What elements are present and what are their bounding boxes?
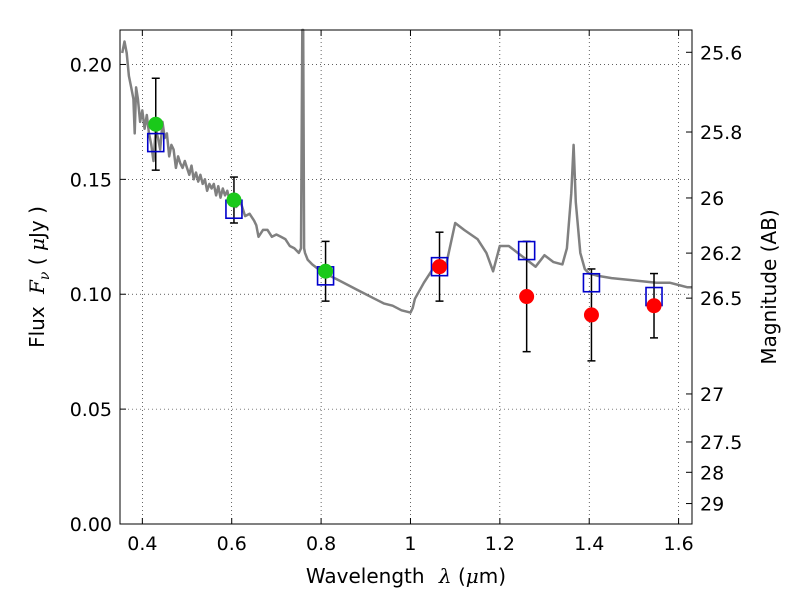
y2-tick-label: 29	[700, 494, 724, 516]
error-bars	[151, 77, 659, 362]
model-spectrum	[120, 28, 692, 314]
y2-tick-label: 27.5	[700, 432, 742, 454]
x-tick-label: 1.6	[663, 533, 693, 555]
data-markers	[146, 116, 663, 323]
y-tick-label: 0.05	[70, 399, 112, 421]
y-tick-label: 0.10	[70, 284, 112, 306]
y2-tick-label: 25.8	[700, 122, 742, 144]
y2-tick-label: 26.5	[700, 288, 742, 310]
plot-frame	[119, 29, 693, 525]
y-axis-label: Flux Fν ( μJy )	[25, 206, 53, 348]
photometry-point	[519, 289, 535, 305]
x-tick-label: 0.6	[217, 533, 247, 555]
photometry-point	[646, 298, 662, 314]
photometry-point	[226, 192, 242, 208]
x-tick-label: 1	[404, 533, 416, 555]
photometry-point	[432, 259, 448, 275]
model-spectrum-line	[120, 28, 692, 314]
x-tick-label: 1.4	[574, 533, 604, 555]
photometry-point	[318, 263, 334, 279]
y2-tick-label: 28	[700, 462, 724, 484]
y-tick-label: 0.20	[70, 54, 112, 76]
axis-ticks: 0.4 0.6 0.8 1 1.2 1.4 1.6 0.00 0.05 0.10 0.15 0.20 2…	[70, 30, 742, 555]
photometry-point	[148, 116, 164, 132]
x-tick-label: 0.8	[306, 533, 336, 555]
y2-tick-label: 26	[700, 188, 724, 210]
y-tick-label: 0.00	[70, 514, 112, 536]
model-flux-square	[430, 256, 449, 277]
photometry-point	[583, 307, 599, 323]
y2-axis-label: Magnitude (AB)	[757, 209, 781, 364]
model-flux-square	[146, 132, 165, 153]
y2-tick-label: 26.2	[700, 243, 742, 265]
y2-tick-label: 25.6	[700, 42, 742, 64]
x-axis-label: Wavelength λ (μm)	[306, 564, 506, 588]
y-tick-label: 0.15	[70, 169, 112, 191]
x-tick-label: 0.4	[127, 533, 157, 555]
x-tick-label: 1.2	[485, 533, 515, 555]
model-flux-square	[517, 240, 536, 261]
y2-tick-label: 27	[700, 384, 724, 406]
model-flux-square	[582, 272, 601, 293]
